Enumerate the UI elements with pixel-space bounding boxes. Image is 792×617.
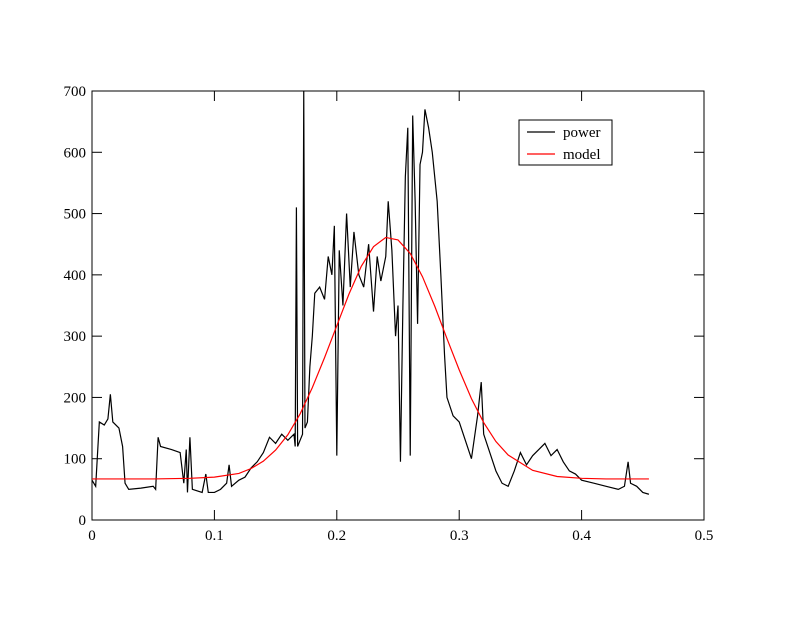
y-tick-label: 200 — [64, 390, 87, 406]
y-tick-label: 300 — [64, 329, 87, 345]
x-tick-label: 0.4 — [572, 528, 591, 544]
legend-label: power — [563, 125, 601, 141]
y-tick-label: 100 — [64, 452, 87, 468]
legend-box — [518, 119, 613, 166]
line — [91, 90, 650, 495]
line — [92, 236, 649, 480]
x-tick-label: 0.3 — [450, 528, 469, 544]
y-tick-label: 600 — [64, 145, 87, 161]
legend-label: model — [563, 147, 601, 163]
y-tick-label: 500 — [64, 207, 87, 223]
x-tick-label: 0 — [88, 528, 96, 544]
y-tick-label: 400 — [64, 268, 87, 284]
y-tick-label: 0 — [79, 513, 87, 529]
x-tick-label: 0.1 — [205, 528, 224, 544]
y-tick-label: 700 — [64, 84, 87, 100]
x-tick-label: 0.2 — [327, 528, 346, 544]
x-tick-label: 0.5 — [695, 528, 714, 544]
plot-frame — [91, 90, 705, 521]
